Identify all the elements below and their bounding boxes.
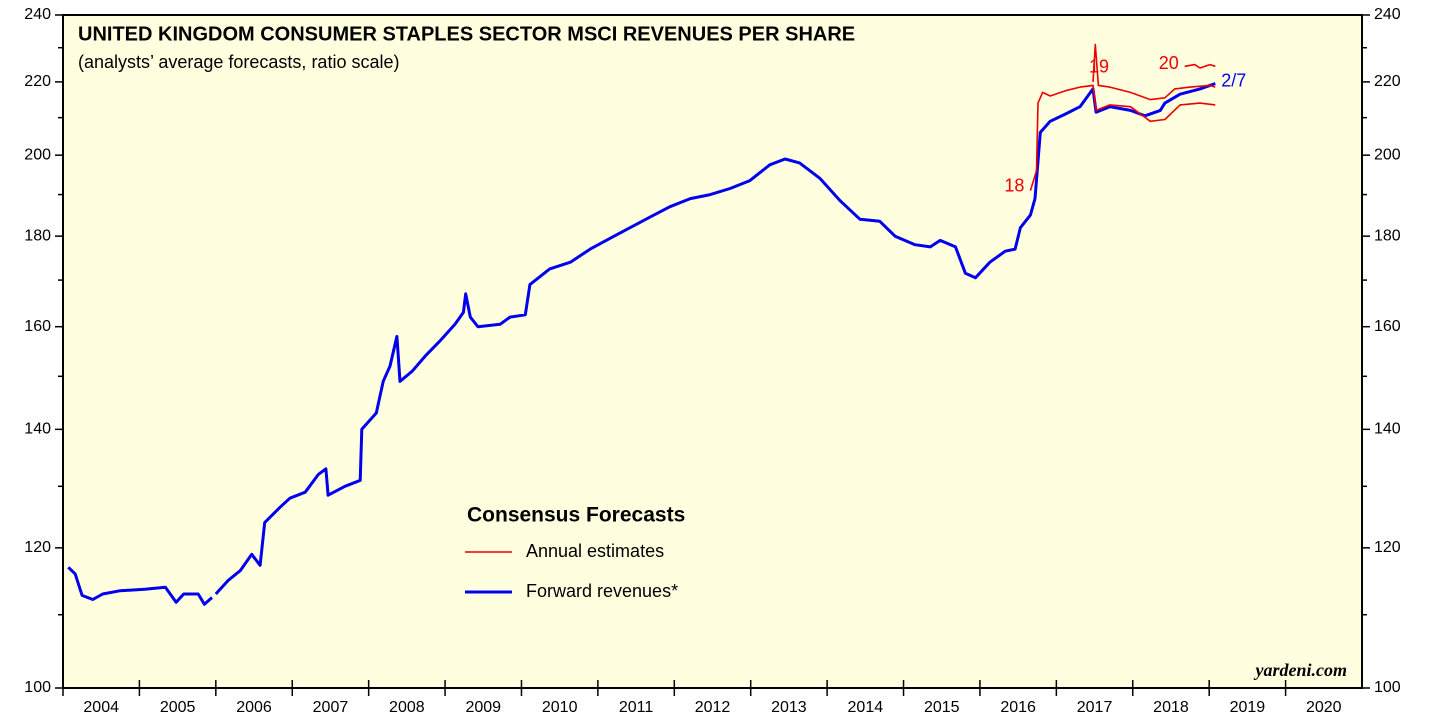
x-tick-label: 2005	[160, 699, 196, 716]
chart-title: UNITED KINGDOM CONSUMER STAPLES SECTOR M…	[78, 23, 855, 45]
series-label: 18	[1004, 175, 1024, 195]
chart-subtitle: (analysts’ average forecasts, ratio scal…	[78, 52, 399, 72]
y2-tick-label: 220	[1374, 73, 1401, 90]
legend-label: Forward revenues*	[526, 581, 678, 601]
x-tick-label: 2014	[848, 699, 884, 716]
x-tick-label: 2015	[924, 699, 960, 716]
y2-tick-label: 140	[1374, 421, 1401, 438]
y2-tick-label: 100	[1374, 679, 1401, 696]
y-tick-label: 100	[24, 679, 51, 696]
y2-tick-label: 120	[1374, 539, 1401, 556]
series-line	[1184, 63, 1216, 69]
legend: Annual estimates Forward revenues*	[465, 541, 678, 601]
x-tick-label: 2011	[619, 699, 654, 716]
source: yardeni.com	[1254, 660, 1348, 680]
x-tick-label: 2006	[236, 699, 272, 716]
y2-tick-label: 160	[1374, 318, 1401, 335]
x-tick-label: 2008	[389, 699, 425, 716]
series-line	[67, 82, 1216, 606]
y2-tick-label: 240	[1374, 6, 1401, 23]
y-tick-label: 180	[24, 227, 51, 244]
x-tick-label: 2019	[1230, 699, 1266, 716]
series-line	[1092, 43, 1216, 101]
series-label: 19	[1089, 57, 1109, 77]
x-tick-label: 2016	[1000, 699, 1036, 716]
legend-label: Annual estimates	[526, 541, 664, 561]
y-tick-label: 140	[24, 421, 51, 438]
x-tick-label: 2004	[83, 699, 119, 716]
y-tick-label: 160	[24, 318, 51, 335]
y-tick-label: 120	[24, 539, 51, 556]
x-tick-label: 2020	[1306, 699, 1342, 716]
x-tick-label: 2012	[695, 699, 731, 716]
series-label: 2/7	[1221, 70, 1246, 90]
x-tick-label: 2007	[313, 699, 349, 716]
plot-area	[62, 14, 1363, 689]
x-tick-label: 2017	[1077, 699, 1113, 716]
x-tick-label: 2009	[465, 699, 501, 716]
y-tick-label: 240	[24, 6, 51, 23]
y2-tick-label: 180	[1374, 227, 1401, 244]
legend-title: Consensus Forecasts	[467, 504, 685, 527]
series-line	[1029, 84, 1216, 191]
y2-tick-label: 200	[1374, 146, 1401, 163]
y-tick-label: 220	[24, 73, 51, 90]
x-tick-label: 2013	[771, 699, 807, 716]
y-tick-label: 200	[24, 146, 51, 163]
x-tick-label: 2018	[1153, 699, 1189, 716]
x-tick-label: 2010	[542, 699, 578, 716]
series-label: 20	[1159, 53, 1179, 73]
